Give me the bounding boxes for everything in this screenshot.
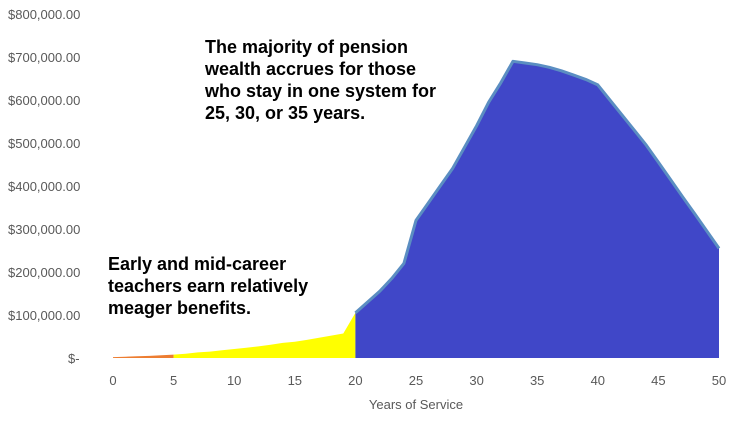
annotation-line: The majority of pension (205, 37, 408, 57)
long-career-outline (354, 59, 721, 315)
x-tick-label: 0 (109, 373, 116, 388)
annotation-line: teachers earn relatively (108, 276, 308, 296)
y-tick-label: $- (68, 351, 80, 366)
y-tick-label: $600,000.00 (8, 93, 80, 108)
y-tick-label: $400,000.00 (8, 179, 80, 194)
y-tick-label: $300,000.00 (8, 222, 80, 237)
annotation-line: meager benefits. (108, 298, 251, 318)
annotation-line: Early and mid-career (108, 254, 286, 274)
x-tick-label: 35 (530, 373, 544, 388)
long-career-area (355, 61, 719, 359)
y-tick-label: $200,000.00 (8, 265, 80, 280)
annotation-line: who stay in one system for (204, 81, 436, 101)
y-tick-label: $500,000.00 (8, 136, 80, 151)
annotation-majority-wealth: The majority of pension wealth accrues fo… (204, 37, 436, 123)
x-tick-label: 45 (651, 373, 665, 388)
plot-areas (113, 59, 721, 359)
x-tick-label: 30 (469, 373, 483, 388)
y-tick-label: $100,000.00 (8, 308, 80, 323)
mid-career-area (173, 312, 356, 358)
x-tick-label: 5 (170, 373, 177, 388)
x-tick-label: 20 (348, 373, 362, 388)
x-tick-label: 10 (227, 373, 241, 388)
x-tick-label: 25 (409, 373, 423, 388)
x-tick-label: 50 (712, 373, 726, 388)
early-career-area (113, 354, 174, 358)
y-tick-label: $700,000.00 (8, 50, 80, 65)
x-tick-label: 40 (591, 373, 605, 388)
annotation-line: wealth accrues for those (204, 59, 416, 79)
chart-annotations: The majority of pension wealth accrues fo… (108, 37, 436, 318)
x-axis-label: Years of Service (369, 397, 463, 412)
annotation-line: 25, 30, or 35 years. (205, 103, 365, 123)
y-tick-label: $800,000.00 (8, 7, 80, 22)
annotation-early-career: Early and mid-career teachers earn relati… (108, 254, 308, 318)
y-axis-tick-labels: $- $100,000.00 $200,000.00 $300,000.00 $400,… (8, 7, 80, 366)
x-axis-tick-labels: 0 5 10 15 20 25 30 35 40 45 50 (109, 373, 726, 388)
x-tick-label: 15 (288, 373, 302, 388)
